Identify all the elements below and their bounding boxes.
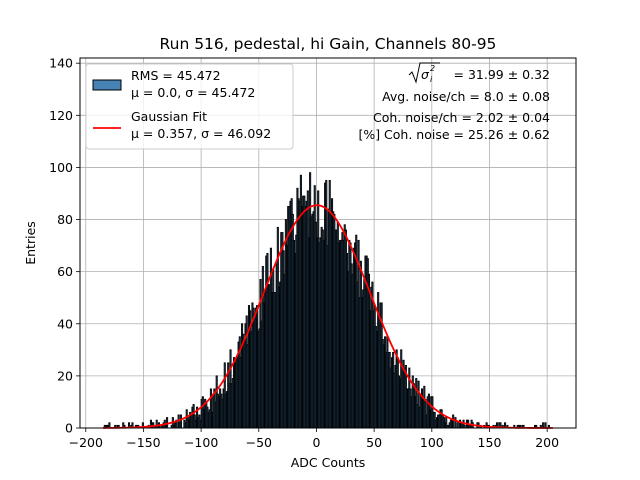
x-tick-label: 100 (420, 435, 444, 450)
x-axis-label: ADC Counts (291, 455, 366, 470)
histogram-bar (452, 414, 455, 429)
histogram-bar (454, 417, 457, 429)
y-tick-label: 120 (49, 108, 73, 123)
x-tick-label: −150 (126, 435, 160, 450)
legend-label-fit: Gaussian Fit (131, 109, 207, 124)
x-axis-ticks: −200 −150 −100 −50 0 50 100 150 200 (69, 428, 559, 450)
x-tick-label: 200 (535, 435, 559, 450)
stat-coh-noise: Coh. noise/ch = 2.02 ± 0.04 (373, 110, 550, 125)
x-tick-label: 0 (312, 435, 320, 450)
y-tick-label: 40 (57, 316, 73, 331)
x-tick-label: 50 (366, 435, 382, 450)
legend-box (85, 63, 294, 150)
legend: RMS = 45.472 μ = 0.0, σ = 45.472 Gaussia… (85, 63, 294, 150)
histogram-bar (179, 414, 182, 429)
x-tick-label: −100 (184, 435, 218, 450)
stats-annotations: σ 2 i = 31.99 ± 0.32 Avg. noise/ch = 8.0… (358, 62, 550, 142)
y-tick-label: 100 (49, 160, 73, 175)
y-tick-label: 60 (57, 264, 73, 279)
histogram-bar (456, 422, 459, 429)
y-tick-label: 80 (57, 212, 73, 227)
stat-sigma-symbol: σ (421, 67, 430, 82)
y-tick-label: 140 (49, 56, 73, 71)
y-axis-label: Entries (23, 221, 38, 265)
plot-frame (79, 57, 577, 429)
stat-sigma-subscript: i (430, 75, 433, 84)
chart-title: Run 516, pedestal, hi Gain, Channels 80-… (160, 35, 497, 53)
stat-avg-noise: Avg. noise/ch = 8.0 ± 0.08 (382, 89, 550, 104)
legend-patch-histogram (92, 79, 122, 91)
y-axis-ticks: 0 20 40 60 80 100 120 140 (49, 56, 80, 436)
legend-label-rms: RMS = 45.472 (131, 68, 221, 83)
y-tick-label: 0 (65, 421, 73, 436)
sqrt-sign (408, 62, 440, 84)
legend-label-rms-stats: μ = 0.0, σ = 45.472 (131, 85, 255, 100)
gaussian-fit-line (103, 204, 553, 429)
x-tick-label: −50 (246, 435, 272, 450)
histogram-bars (103, 172, 550, 429)
x-tick-label: 150 (478, 435, 502, 450)
legend-label-fit-stats: μ = 0.357, σ = 46.092 (131, 126, 271, 141)
stat-sigma-exponent: 2 (430, 64, 435, 73)
x-tick-label: −200 (69, 435, 103, 450)
stat-coh-noise-percent: [%] Coh. noise = 25.26 ± 0.62 (358, 127, 550, 142)
y-tick-label: 20 (57, 368, 73, 383)
stat-sqrt-sigma: = 31.99 ± 0.32 (454, 67, 550, 82)
